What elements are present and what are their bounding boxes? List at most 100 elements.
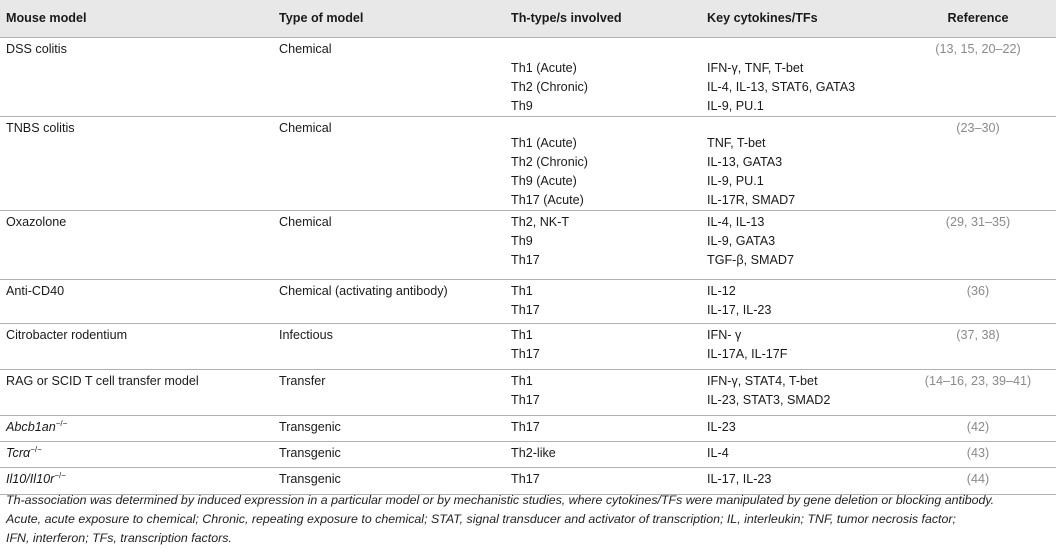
cell-th-types: Th1 Th17 (505, 323, 701, 370)
th-line: Th1 (511, 374, 533, 388)
th-line: Th17 (511, 253, 540, 267)
th-line (511, 40, 695, 59)
cell-th-types: Th2-like (505, 441, 701, 468)
cell-mouse-model: Il10/Il10r−/− (0, 467, 273, 495)
cell-th-types: Th2, NK-T Th9 Th17 (505, 210, 701, 280)
cytokine-line: IL-9, PU.1 (707, 99, 764, 113)
genotype-superscript: −/− (55, 418, 68, 428)
cell-type-of-model: Transgenic (273, 415, 505, 442)
col-header-type-of-model: Type of model (273, 0, 505, 38)
cell-th-types: Th1 Th17 (505, 369, 701, 416)
cell-type-of-model: Chemical (273, 116, 505, 211)
cell-reference[interactable]: (29, 31–35) (900, 210, 1056, 280)
cell-mouse-model: DSS colitis (0, 37, 273, 117)
th-line: Th2 (Chronic) (511, 155, 588, 169)
cytokine-line: IFN-γ, TNF, T-bet (707, 61, 804, 75)
cell-mouse-model: Oxazolone (0, 210, 273, 280)
cell-type-of-model: Chemical (273, 210, 505, 280)
cytokine-line: IFN-γ, STAT4, T-bet (707, 374, 818, 388)
cell-key-cytokines: IFN- γ IL-17A, IL-17F (701, 323, 900, 370)
gene-name: Tcrα (6, 446, 31, 460)
cell-reference[interactable]: (14–16, 23, 39–41) (900, 369, 1056, 416)
cell-mouse-model: RAG or SCID T cell transfer model (0, 369, 273, 416)
cell-reference[interactable]: (42) (900, 415, 1056, 442)
footnote-line: IFN, interferon; TFs, transcription fact… (6, 531, 232, 545)
cell-key-cytokines: IFN-γ, STAT4, T-bet IL-23, STAT3, SMAD2 (701, 369, 900, 416)
th-line: Th1 (511, 328, 533, 342)
th-line: Th9 (511, 234, 533, 248)
table-row: Oxazolone Chemical Th2, NK-T Th9 Th17 IL… (0, 210, 1056, 280)
cell-type-of-model: Chemical (activating antibody) (273, 279, 505, 324)
cell-mouse-model: TNBS colitis (0, 116, 273, 211)
th-line: Th17 (Acute) (511, 193, 584, 207)
cytokine-line: IL-13, GATA3 (707, 155, 783, 169)
cell-mouse-model: Abcb1an−/− (0, 415, 273, 442)
cell-key-cytokines: IL-17, IL-23 (701, 467, 900, 495)
table-row: Citrobacter rodentium Infectious Th1 Th1… (0, 323, 1056, 370)
cell-reference[interactable]: (13, 15, 20–22) (900, 37, 1056, 117)
cell-reference[interactable]: (37, 38) (900, 323, 1056, 370)
cytokine-line: IFN- γ (707, 328, 742, 342)
cytokine-line: IL-17A, IL-17F (707, 347, 788, 361)
cytokine-line: IL-4, IL-13, STAT6, GATA3 (707, 80, 856, 94)
th-line: Th17 (511, 347, 540, 361)
header-row: Mouse model Type of model Th-type/s invo… (0, 0, 1056, 38)
th-line: Th2, NK-T (511, 215, 570, 229)
th-line: Th1 (511, 284, 533, 298)
cell-type-of-model: Transfer (273, 369, 505, 416)
col-header-th-types: Th-type/s involved (505, 0, 701, 38)
cytokine-line: IL-12 (707, 284, 736, 298)
table-row: Abcb1an−/− Transgenic Th17 IL-23 (42) (0, 415, 1056, 442)
table-row: Tcrα−/− Transgenic Th2-like IL-4 (43) (0, 441, 1056, 468)
th-line: Th1 (Acute) (511, 61, 577, 75)
cytokine-line: IL-17, IL-23 (707, 303, 772, 317)
cytokine-line: TGF-β, SMAD7 (707, 253, 795, 267)
cytokine-line: IL-9, GATA3 (707, 234, 776, 248)
cell-key-cytokines: IL-4 (701, 441, 900, 468)
col-header-mouse-model: Mouse model (0, 0, 273, 38)
cytokine-line: IL-23, STAT3, SMAD2 (707, 393, 831, 407)
cell-type-of-model: Transgenic (273, 441, 505, 468)
gene-name: Abcb1an (6, 420, 56, 434)
table-row: Anti-CD40 Chemical (activating antibody)… (0, 279, 1056, 324)
cytokine-line: IL-17R, SMAD7 (707, 193, 796, 207)
cell-key-cytokines: IL-23 (701, 415, 900, 442)
cytokine-line: IL-4, IL-13 (707, 215, 765, 229)
footnote-line: Th-association was determined by induced… (6, 493, 995, 507)
cell-th-types: Th17 (505, 415, 701, 442)
cell-mouse-model: Citrobacter rodentium (0, 323, 273, 370)
col-header-reference: Reference (900, 0, 1056, 38)
cell-th-types: Th1 (Acute) Th2 (Chronic) Th9 (505, 37, 701, 117)
cell-key-cytokines: TNF, T-bet IL-13, GATA3 IL-9, PU.1 IL-17… (701, 116, 900, 211)
th-line: Th1 (Acute) (511, 136, 577, 150)
genotype-superscript: −/− (30, 444, 42, 454)
cell-key-cytokines: IFN-γ, TNF, T-bet IL-4, IL-13, STAT6, GA… (701, 37, 900, 117)
cell-key-cytokines: IL-4, IL-13 IL-9, GATA3 TGF-β, SMAD7 (701, 210, 900, 280)
cell-th-types: Th1 (Acute) Th2 (Chronic) Th9 (Acute) Th… (505, 116, 701, 211)
table-row: TNBS colitis Chemical Th1 (Acute) Th2 (C… (0, 116, 1056, 211)
cell-type-of-model: Transgenic (273, 467, 505, 495)
cell-mouse-model: Anti-CD40 (0, 279, 273, 324)
table-row: RAG or SCID T cell transfer model Transf… (0, 369, 1056, 416)
th-line: Th2 (Chronic) (511, 80, 588, 94)
cell-reference[interactable]: (36) (900, 279, 1056, 324)
data-table: Mouse model Type of model Th-type/s invo… (0, 0, 1056, 495)
cytokine-line: TNF, T-bet (707, 136, 766, 150)
cell-th-types: Th17 (505, 467, 701, 495)
cell-type-of-model: Chemical (273, 37, 505, 117)
cell-reference[interactable]: (23–30) (900, 116, 1056, 211)
th-line: Th9 (Acute) (511, 174, 577, 188)
table-footnote: Th-association was determined by induced… (6, 491, 1052, 548)
th-line: Th17 (511, 393, 540, 407)
cell-th-types: Th1 Th17 (505, 279, 701, 324)
table-row: DSS colitis Chemical Th1 (Acute) Th2 (Ch… (0, 37, 1056, 117)
cell-mouse-model: Tcrα−/− (0, 441, 273, 468)
cell-reference[interactable]: (44) (900, 467, 1056, 495)
cell-type-of-model: Infectious (273, 323, 505, 370)
table-row: Il10/Il10r−/− Transgenic Th17 IL-17, IL-… (0, 467, 1056, 495)
cell-key-cytokines: IL-12 IL-17, IL-23 (701, 279, 900, 324)
cytokine-line (707, 40, 894, 59)
cell-reference[interactable]: (43) (900, 441, 1056, 468)
col-header-key-cytokines: Key cytokines/TFs (701, 0, 900, 38)
